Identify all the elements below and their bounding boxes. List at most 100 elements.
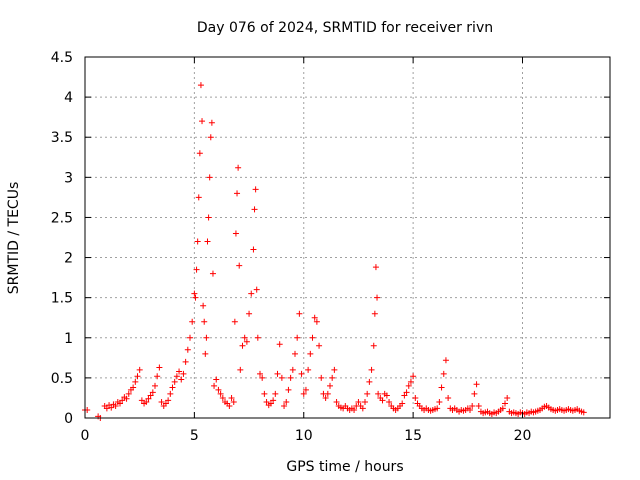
- data-point: [504, 394, 511, 401]
- data-point: [359, 405, 366, 412]
- data-point: [438, 384, 445, 391]
- data-point: [252, 186, 259, 193]
- data-point: [184, 346, 191, 353]
- data-point: [158, 398, 165, 405]
- data-point: [289, 366, 296, 373]
- data-point: [370, 342, 377, 349]
- data-point: [217, 390, 224, 397]
- data-point: [243, 338, 250, 345]
- data-point: [237, 366, 244, 373]
- data-point: [372, 264, 379, 271]
- data-point: [283, 398, 290, 405]
- data-point: [253, 286, 260, 293]
- data-point: [189, 318, 196, 325]
- data-point: [206, 174, 213, 181]
- data-point: [364, 390, 371, 397]
- data-point: [207, 134, 214, 141]
- plot-frame: [84, 56, 611, 419]
- data-point: [132, 378, 139, 385]
- data-point: [324, 390, 331, 397]
- data-point: [173, 373, 180, 380]
- data-point: [254, 334, 261, 341]
- data-point: [156, 364, 163, 371]
- data-point: [355, 398, 362, 405]
- data-point: [322, 394, 329, 401]
- data-point: [130, 384, 137, 391]
- data-point: [108, 404, 115, 411]
- data-point: [143, 398, 150, 405]
- data-point: [469, 402, 476, 409]
- data-point: [278, 374, 285, 381]
- data-point: [296, 310, 303, 317]
- y-tick-label: 2: [64, 251, 73, 267]
- data-point: [434, 405, 441, 412]
- data-point: [117, 400, 123, 407]
- data-point: [171, 378, 178, 385]
- data-point: [294, 334, 301, 341]
- data-point: [154, 373, 161, 380]
- data-point: [219, 394, 226, 401]
- data-point: [246, 310, 253, 317]
- data-point: [199, 118, 206, 125]
- data-point: [442, 357, 449, 364]
- data-point: [276, 341, 283, 348]
- data-point: [226, 402, 233, 409]
- data-point: [196, 150, 203, 157]
- x-tick-label: 15: [404, 428, 422, 444]
- data-point: [440, 370, 447, 377]
- y-tick-label: 3.5: [51, 130, 73, 146]
- y-tick-label: 1.5: [51, 291, 73, 307]
- data-point: [248, 290, 255, 297]
- data-point: [475, 402, 482, 409]
- data-point: [230, 398, 237, 405]
- data-point: [201, 318, 208, 325]
- data-point: [331, 366, 338, 373]
- data-point: [257, 370, 263, 377]
- data-point: [228, 394, 235, 401]
- y-axis-label: SRMTID / TECUs: [6, 182, 22, 295]
- data-point: [374, 294, 381, 301]
- data-point: [375, 390, 382, 397]
- data-point: [351, 406, 358, 413]
- data-point: [232, 230, 239, 237]
- data-point: [270, 397, 277, 404]
- chart-title: Day 076 of 2024, SRMTID for receiver riv…: [197, 20, 493, 36]
- data-point: [371, 310, 378, 317]
- data-point: [436, 398, 443, 405]
- data-point: [209, 270, 216, 277]
- y-tick-label: 1: [64, 331, 73, 347]
- data-point: [136, 366, 143, 373]
- x-tick-label: 0: [81, 428, 90, 444]
- data-point: [236, 262, 243, 269]
- data-point: [208, 119, 215, 126]
- data-point: [134, 373, 141, 380]
- data-point: [445, 394, 452, 401]
- data-point: [193, 266, 200, 273]
- data-point: [176, 368, 183, 375]
- data-point: [195, 194, 202, 201]
- data-point: [316, 342, 323, 349]
- data-point: [149, 389, 156, 396]
- data-point: [307, 350, 314, 357]
- data-point: [502, 400, 508, 407]
- data-point: [152, 382, 158, 389]
- data-point: [169, 384, 176, 391]
- y-tick-label: 3: [64, 170, 73, 186]
- data-point: [165, 397, 172, 404]
- data-point: [239, 342, 246, 349]
- data-point: [292, 350, 298, 357]
- data-point: [362, 398, 368, 405]
- data-point: [471, 390, 478, 397]
- data-point: [119, 397, 126, 404]
- data-point: [274, 370, 281, 377]
- data-point: [300, 390, 307, 397]
- data-point: [318, 374, 325, 381]
- y-tick-label: 0.5: [51, 371, 73, 387]
- data-point: [204, 238, 211, 245]
- data-point: [412, 394, 419, 401]
- data-point: [162, 400, 169, 407]
- axis-ticks: 0 0.5 1 1.5 2 2.5 3 3.5 4 4.5 0 5 10 15 20: [51, 50, 610, 444]
- data-point: [123, 395, 130, 402]
- x-axis-label: GPS time / hours: [286, 459, 403, 475]
- data-point: [250, 246, 257, 253]
